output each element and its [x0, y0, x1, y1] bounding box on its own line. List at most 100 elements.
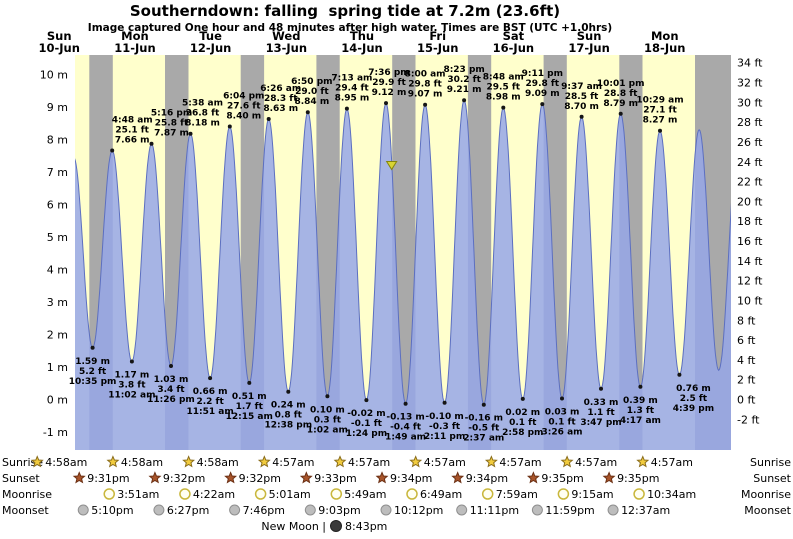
- moonset-moon-icon: [304, 504, 316, 516]
- moonset-moon-icon: [153, 504, 165, 516]
- tide-annotation-line: 0.33 m: [584, 398, 619, 408]
- moonset-entry: 12:37am: [607, 504, 670, 517]
- sunrise-time: 4:57am: [499, 456, 541, 469]
- sunset-star-icon: [602, 471, 616, 484]
- tide-annotation-line: 8.70 m: [564, 102, 599, 112]
- tide-extreme-dot: [305, 110, 310, 115]
- tide-annotation-line: 2.2 ft: [196, 397, 224, 407]
- moonrise-time: 3:51am: [117, 488, 159, 501]
- tide-annotation-line: 8.40 m: [226, 112, 261, 122]
- y-axis-label-right: 18 ft: [737, 215, 763, 228]
- sunset-label-right: Sunset: [753, 472, 791, 485]
- tide-annotation-line: -0.10 m: [425, 412, 463, 422]
- tide-annotation-line: 10:35 pm: [69, 377, 117, 387]
- moonrise-label-right: Moonrise: [741, 488, 791, 501]
- tide-extreme-dot: [638, 384, 643, 389]
- tide-extreme-dot: [658, 128, 662, 133]
- tide-annotation-line: 8.84 m: [294, 97, 329, 107]
- tide-annotation-line: 12:15 am: [226, 412, 273, 422]
- day-date-label: 13-Jun: [266, 41, 307, 55]
- day-date-label: 11-Jun: [114, 41, 155, 55]
- y-axis-label-right: 10 ft: [737, 294, 763, 307]
- sunrise-label-right: Sunrise: [750, 456, 791, 469]
- y-axis-label-left: 5 m: [47, 231, 68, 244]
- tide-annotation-line: 8:48 am: [483, 73, 524, 83]
- tide-annotation-line: 7.66 m: [115, 136, 150, 146]
- tide-annotation-line: 28.8 ft: [604, 89, 638, 99]
- tide-annotation-line: 8.18 m: [185, 119, 220, 129]
- tide-annotation-line: -0.13 m: [386, 413, 424, 423]
- tide-annotation-line: 0.51 m: [232, 392, 267, 402]
- sunrise-time: 4:57am: [272, 456, 314, 469]
- tide-annotation-line: 28.3 ft: [264, 94, 298, 104]
- tide-annotation-line: 1:24 pm: [346, 429, 387, 439]
- tide-annotation-line: 29.0 ft: [295, 87, 329, 97]
- moonset-entry: 9:03pm: [304, 504, 361, 517]
- y-axis-label-right: 14 ft: [737, 255, 763, 268]
- tide-annotation-line: 4:39 pm: [673, 404, 714, 414]
- sunset-entry: 9:32pm: [224, 471, 281, 485]
- tide-annotation-line: -0.3 ft: [429, 422, 461, 432]
- tide-annotation-line: 9.07 m: [408, 90, 443, 100]
- sunset-entry: 9:31pm: [72, 471, 130, 485]
- sunrise-entry: 4:57am: [409, 455, 466, 469]
- sunset-star-icon: [375, 471, 389, 484]
- y-axis-label-right: 22 ft: [737, 176, 763, 189]
- tide-annotation-line: 9.21 m: [447, 85, 482, 95]
- tide-extreme-dot: [442, 400, 447, 405]
- y-axis-label-right: 28 ft: [737, 116, 763, 129]
- day-name-label: Thu: [350, 29, 374, 43]
- moonset-moon-icon: [456, 504, 468, 516]
- low-tide-annotation: 0.03 m0.1 ft3:26 am: [542, 408, 583, 438]
- day-name-label: Sat: [503, 29, 525, 43]
- y-axis-label-left: 6 m: [47, 199, 68, 212]
- tide-annotation-line: 2:58 pm: [502, 428, 543, 438]
- tide-extreme-dot: [364, 398, 369, 403]
- moonset-entry: 11:59pm: [531, 504, 595, 517]
- low-tide-annotation: 0.02 m0.1 ft2:58 pm: [502, 408, 543, 438]
- tide-annotation-line: 4:48 am: [112, 116, 153, 126]
- tide-annotation-line: 10:01 pm: [597, 79, 645, 89]
- day-date-label: 10-Jun: [39, 41, 80, 55]
- tide-annotation-line: 2:37 am: [463, 434, 504, 444]
- tide-extreme-dot: [423, 102, 428, 107]
- tide-annotation-line: 0.1 ft: [548, 418, 576, 428]
- tide-annotation-line: 11:02 am: [108, 390, 155, 400]
- sunrise-entry: 4:57am: [257, 455, 314, 469]
- y-axis-label-right: 0 ft: [737, 394, 756, 407]
- sunrise-time: 4:57am: [348, 456, 390, 469]
- tide-extreme-dot: [344, 106, 349, 111]
- tide-extreme-dot: [110, 148, 115, 153]
- tide-annotation-line: 6:04 pm: [223, 92, 264, 102]
- tide-annotation-line: 29.8 ft: [408, 80, 442, 90]
- moonset-time: 5:10pm: [91, 504, 133, 517]
- tide-annotation-line: 5:16 pm: [151, 109, 192, 119]
- moonset-moon-icon: [380, 504, 392, 516]
- low-tide-annotation: -0.13 m-0.4 ft1:49 am: [385, 413, 426, 443]
- sunset-time: 9:34pm: [466, 472, 508, 485]
- sunrise-star-icon: [560, 455, 574, 468]
- tide-extreme-dot: [208, 376, 213, 381]
- page-title: Southerndown: falling spring tide at 7.2…: [129, 2, 561, 20]
- tide-annotation-line: 9.09 m: [525, 89, 560, 99]
- moonrise-entry: 4:22am: [179, 488, 235, 501]
- page-subtitle: Image captured One hour and 48 minutes a…: [87, 22, 613, 34]
- low-tide-annotation: 0.10 m0.3 ft1:02 am: [307, 405, 348, 435]
- new-moon-icon: [330, 520, 342, 532]
- low-tide-annotation: 0.33 m1.1 ft3:47 pm: [580, 398, 621, 428]
- sunset-time: 9:33pm: [314, 472, 356, 485]
- tide-annotation-line: 29.4 ft: [335, 84, 369, 94]
- sunset-label-left: Sunset: [2, 472, 40, 485]
- y-axis-label-left: 10 m: [40, 69, 68, 82]
- tide-annotation-line: 1.17 m: [115, 370, 150, 380]
- tide-annotation-line: 0.03 m: [545, 408, 580, 418]
- tide-extreme-dot: [325, 394, 330, 399]
- moonset-entry: 7:46pm: [229, 504, 285, 517]
- tide-extreme-dot: [266, 117, 271, 121]
- tide-annotation-line: 0.66 m: [193, 387, 228, 397]
- tide-annotation-line: 1.59 m: [75, 357, 110, 367]
